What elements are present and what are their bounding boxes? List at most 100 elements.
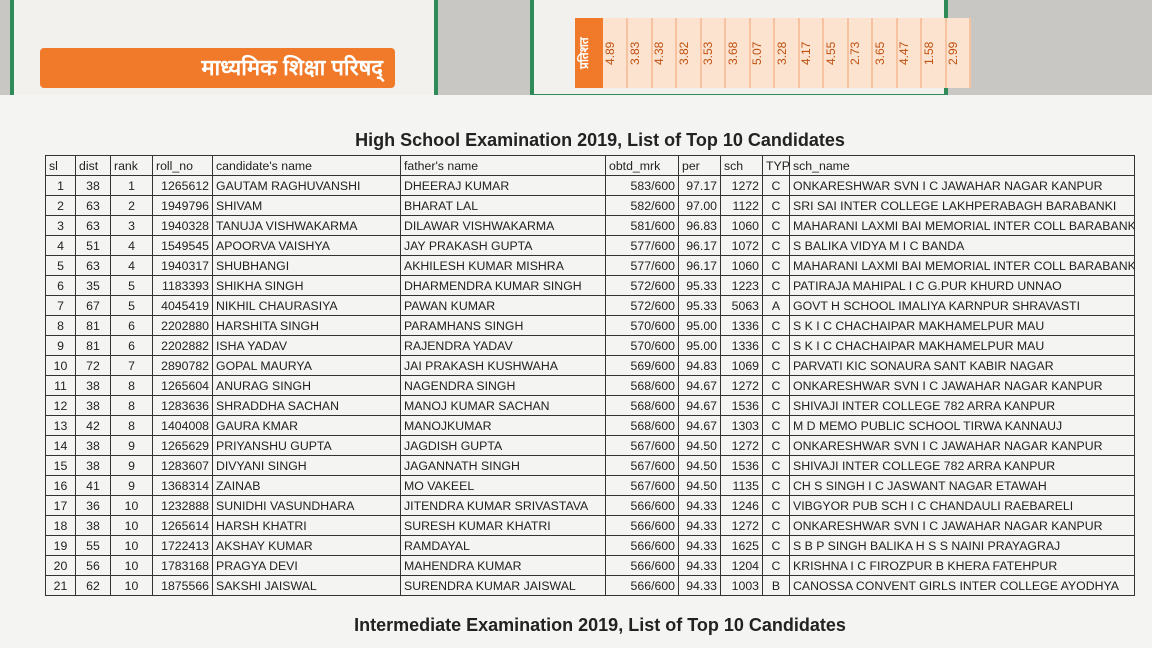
- table-row: 10 72 7 2890782 GOPAL MAURYA JAI PRAKASH KUSH…: [45, 355, 1135, 376]
- table-cell: JAGANNATH SINGH: [400, 455, 606, 476]
- column-header: sch_name: [789, 155, 1135, 176]
- banner: माध्यमिक शिक्षा परिषद्: [40, 48, 395, 88]
- table-cell: 1272: [720, 515, 763, 536]
- table-cell: C: [762, 515, 790, 536]
- table-cell: C: [762, 375, 790, 396]
- table-row: 18 38 10 1265614 HARSH KHATRI SURESH KUMAR KH…: [45, 515, 1135, 536]
- table-cell: 1272: [720, 175, 763, 196]
- table-cell: 1875566: [152, 575, 213, 596]
- table-cell: DIVYANI SINGH: [212, 455, 401, 476]
- table-cell: 568/600: [605, 375, 679, 396]
- table-cell: SURENDRA KUMAR JAISWAL: [400, 575, 606, 596]
- table-cell: 2: [45, 195, 76, 216]
- table-cell: C: [762, 555, 790, 576]
- table-cell: 38: [75, 515, 111, 536]
- table-cell: 1336: [720, 315, 763, 336]
- table-row: 11 38 8 1265604 ANURAG SINGH NAGENDRA SINGH 56…: [45, 375, 1135, 396]
- table-row: 13 42 8 1404008 GAURA KMAR MANOJKUMAR 568/600 9…: [45, 415, 1135, 436]
- table-cell: 568/600: [605, 415, 679, 436]
- table-cell: 15: [45, 455, 76, 476]
- table-cell: JAGDISH GUPTA: [400, 435, 606, 456]
- table-cell: 7: [110, 355, 153, 376]
- table-cell: 1949796: [152, 195, 213, 216]
- table-cell: 570/600: [605, 335, 679, 356]
- table-cell: 6: [110, 335, 153, 356]
- table-cell: S BALIKA VIDYA M I C BANDA: [789, 235, 1135, 256]
- table-cell: ANURAG SINGH: [212, 375, 401, 396]
- table-cell: SURESH KUMAR KHATRI: [400, 515, 606, 536]
- table-row: 7 67 5 4045419 NIKHIL CHAURASIYA PAWAN KUMAR 5…: [45, 295, 1135, 316]
- table-cell: 577/600: [605, 235, 679, 256]
- table-cell: A: [762, 295, 790, 316]
- table-cell: 94.33: [678, 515, 721, 536]
- table-cell: 568/600: [605, 395, 679, 416]
- table-cell: 1003: [720, 575, 763, 596]
- table-cell: 10: [110, 575, 153, 596]
- table-cell: 2890782: [152, 355, 213, 376]
- table-cell: RAJENDRA YADAV: [400, 335, 606, 356]
- table-cell: C: [762, 395, 790, 416]
- table-cell: M D MEMO PUBLIC SCHOOL TIRWA KANNAUJ: [789, 415, 1135, 436]
- results-table: sl dist rank roll_no candidate's name father'…: [45, 155, 1135, 596]
- table-cell: 577/600: [605, 255, 679, 276]
- table-cell: 4045419: [152, 295, 213, 316]
- table-cell: HARSH KHATRI: [212, 515, 401, 536]
- table-cell: CH S SINGH I C JASWANT NAGAR ETAWAH: [789, 475, 1135, 496]
- table-cell: DILAWAR VISHWAKARMA: [400, 215, 606, 236]
- table-cell: JITENDRA KUMAR SRIVASTAVA: [400, 495, 606, 516]
- table-cell: PATIRAJA MAHIPAL I C G.PUR KHURD UNNAO: [789, 275, 1135, 296]
- table-cell: 56: [75, 555, 111, 576]
- table-cell: ZAINAB: [212, 475, 401, 496]
- table-cell: 566/600: [605, 575, 679, 596]
- table-cell: 72: [75, 355, 111, 376]
- table-cell: MANOJKUMAR: [400, 415, 606, 436]
- table-cell: 1265614: [152, 515, 213, 536]
- table-cell: 81: [75, 315, 111, 336]
- table-cell: 566/600: [605, 495, 679, 516]
- table-cell: 17: [45, 495, 76, 516]
- table-cell: C: [762, 435, 790, 456]
- table-cell: 16: [45, 475, 76, 496]
- table-cell: 5: [110, 295, 153, 316]
- table-cell: 94.33: [678, 495, 721, 516]
- table-cell: 94.33: [678, 575, 721, 596]
- section-title: Intermediate Examination 2019, List of T…: [354, 615, 846, 635]
- table-cell: 94.33: [678, 535, 721, 556]
- table-cell: HARSHITA SINGH: [212, 315, 401, 336]
- table-cell: SHIKHA SINGH: [212, 275, 401, 296]
- table-cell: 38: [75, 395, 111, 416]
- table-cell: MAHENDRA KUMAR: [400, 555, 606, 576]
- table-cell: 4: [45, 235, 76, 256]
- table-row: 9 81 6 2202882 ISHA YADAV RAJENDRA YADAV 570/6…: [45, 335, 1135, 356]
- table-cell: C: [762, 415, 790, 436]
- table-row: 2 63 2 1949796 SHIVAM BHARAT LAL 582/600 97.00 1…: [45, 195, 1135, 216]
- table-row: 8 81 6 2202880 HARSHITA SINGH PARAMHANS SINGH…: [45, 315, 1135, 336]
- table-cell: C: [762, 315, 790, 336]
- table-cell: 94.83: [678, 355, 721, 376]
- column-header: obtd_mrk: [605, 155, 679, 176]
- table-cell: C: [762, 455, 790, 476]
- table-cell: 1223: [720, 275, 763, 296]
- table-cell: 38: [75, 175, 111, 196]
- table-cell: 10: [110, 535, 153, 556]
- table-cell: 94.33: [678, 555, 721, 576]
- table-cell: 35: [75, 275, 111, 296]
- table-cell: MAHARANI LAXMI BAI MEMORIAL INTER COLL B…: [789, 215, 1135, 236]
- table-cell: 1060: [720, 255, 763, 276]
- table-cell: 94.50: [678, 435, 721, 456]
- table-cell: 10: [110, 515, 153, 536]
- table-cell: SRI SAI INTER COLLEGE LAKHPERABAGH BARAB…: [789, 195, 1135, 216]
- strip-label: प्रतिशत: [575, 18, 603, 88]
- table-cell: 38: [75, 375, 111, 396]
- table-cell: C: [762, 175, 790, 196]
- table-cell: 14: [45, 435, 76, 456]
- table-cell: SUNIDHI VASUNDHARA: [212, 495, 401, 516]
- table-cell: 63: [75, 195, 111, 216]
- table-cell: 567/600: [605, 475, 679, 496]
- table-cell: 583/600: [605, 175, 679, 196]
- table-cell: 9: [45, 335, 76, 356]
- table-cell: JAI PRAKASH KUSHWAHA: [400, 355, 606, 376]
- table-cell: 10: [110, 495, 153, 516]
- table-cell: 63: [75, 255, 111, 276]
- table-cell: C: [762, 235, 790, 256]
